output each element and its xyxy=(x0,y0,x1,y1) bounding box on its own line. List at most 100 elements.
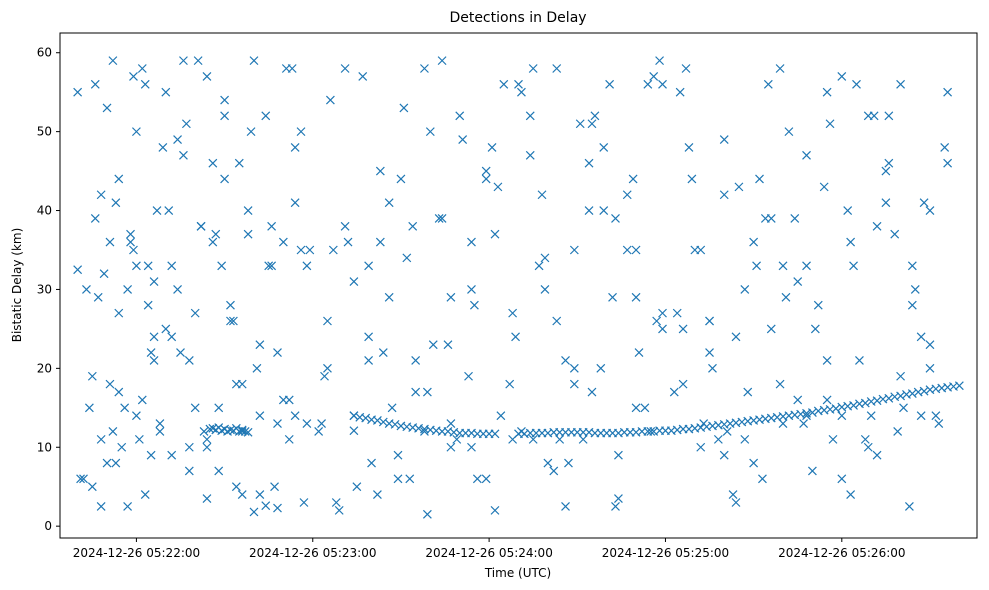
data-point xyxy=(490,429,500,439)
data-point xyxy=(954,381,964,391)
data-point xyxy=(537,190,547,200)
data-point xyxy=(349,411,359,421)
data-point xyxy=(919,198,929,208)
data-point xyxy=(120,403,130,413)
data-point xyxy=(164,206,174,215)
data-point xyxy=(243,229,253,239)
data-point xyxy=(599,206,609,215)
data-point xyxy=(399,103,409,113)
data-point xyxy=(405,474,415,484)
data-point xyxy=(352,482,362,492)
data-point xyxy=(722,427,732,436)
data-point xyxy=(634,348,644,357)
data-point xyxy=(73,87,83,97)
data-point xyxy=(237,379,247,389)
data-point xyxy=(267,221,277,231)
data-point xyxy=(790,214,800,223)
data-point xyxy=(375,237,385,247)
data-point xyxy=(896,79,906,89)
data-point xyxy=(496,411,506,421)
data-point xyxy=(578,434,588,444)
data-point xyxy=(869,111,879,121)
data-point xyxy=(323,363,332,373)
y-tick-label: 50 xyxy=(37,125,52,139)
data-point xyxy=(325,95,335,105)
data-point xyxy=(778,261,788,271)
data-point xyxy=(631,292,641,302)
data-point xyxy=(863,442,873,452)
data-point xyxy=(90,79,100,89)
data-point xyxy=(323,316,332,326)
data-points xyxy=(73,56,964,519)
data-point xyxy=(655,56,665,66)
data-point xyxy=(237,490,247,500)
data-point xyxy=(372,416,382,425)
data-point xyxy=(123,285,133,294)
data-point xyxy=(622,190,632,200)
data-point xyxy=(202,71,212,81)
data-point xyxy=(611,502,620,511)
data-point xyxy=(290,411,300,421)
data-point xyxy=(261,111,271,121)
data-point xyxy=(278,237,288,247)
data-point xyxy=(743,387,753,397)
data-point xyxy=(255,411,265,421)
data-point xyxy=(890,229,900,239)
data-point xyxy=(334,505,344,515)
data-point xyxy=(514,79,523,89)
data-point xyxy=(740,434,750,444)
data-point xyxy=(831,404,841,414)
data-point xyxy=(690,245,700,255)
data-point xyxy=(367,458,376,468)
data-point xyxy=(678,379,688,389)
data-point xyxy=(96,434,106,444)
data-point xyxy=(793,277,803,286)
data-point xyxy=(640,403,650,413)
data-point xyxy=(493,182,503,192)
data-point xyxy=(622,245,632,255)
data-point xyxy=(884,111,894,121)
data-point xyxy=(760,214,770,223)
plot-area-frame xyxy=(59,32,978,539)
data-point xyxy=(420,64,429,73)
data-point xyxy=(375,166,385,176)
data-point xyxy=(161,324,171,334)
data-point xyxy=(584,206,594,215)
data-point xyxy=(907,261,917,271)
x-tick-label: 2024-12-26 05:23:00 xyxy=(249,546,376,560)
data-point xyxy=(273,419,282,429)
data-point xyxy=(893,427,903,436)
data-point xyxy=(855,356,864,365)
data-point xyxy=(328,245,338,255)
data-point xyxy=(705,348,714,357)
data-point xyxy=(123,502,133,511)
data-point xyxy=(490,505,500,515)
data-point xyxy=(467,442,476,452)
data-point xyxy=(349,426,359,436)
data-point xyxy=(904,502,914,511)
chart-title: Detections in Delay xyxy=(449,10,586,26)
data-point xyxy=(467,237,476,247)
data-point xyxy=(387,403,397,413)
data-point xyxy=(561,502,570,511)
data-point xyxy=(467,285,476,294)
data-point xyxy=(658,308,667,318)
data-point xyxy=(79,474,88,484)
data-point xyxy=(105,237,115,247)
data-point xyxy=(590,111,600,121)
data-point xyxy=(108,56,118,66)
data-point xyxy=(734,182,744,192)
data-point xyxy=(396,174,406,184)
data-point xyxy=(246,127,256,137)
data-point xyxy=(775,379,785,389)
data-point xyxy=(846,490,856,500)
data-point xyxy=(802,261,811,271)
data-point xyxy=(678,324,688,334)
data-point xyxy=(296,127,306,137)
data-point xyxy=(364,332,374,342)
data-point xyxy=(517,87,526,97)
data-point xyxy=(866,411,876,421)
data-point xyxy=(290,142,300,152)
data-point xyxy=(425,127,435,137)
data-point xyxy=(270,482,279,492)
